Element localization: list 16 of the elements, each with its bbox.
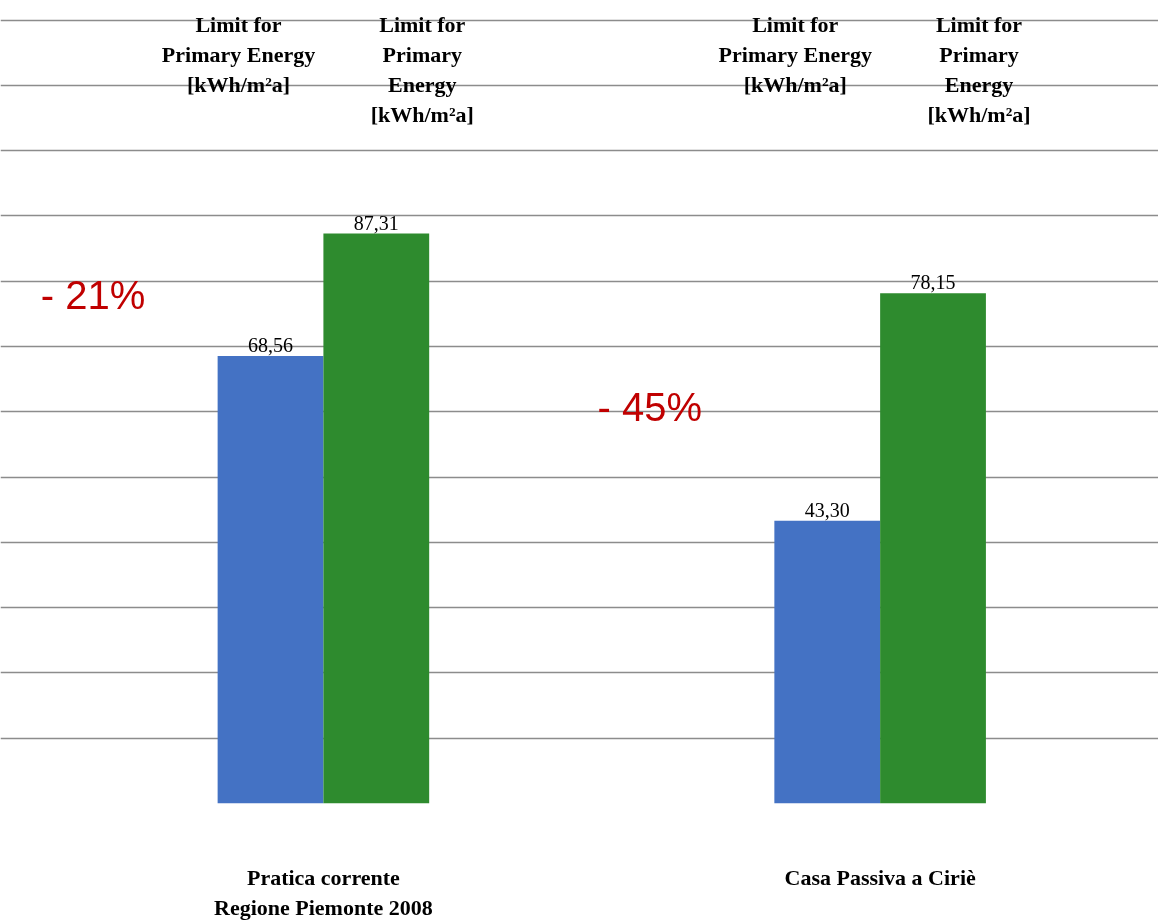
bar: [774, 520, 881, 804]
data-label: 43,30: [804, 498, 850, 521]
bar: [880, 293, 986, 804]
bar: [323, 233, 430, 804]
x-tick-label: Pratica corrente Regione Piemonte 2008: [214, 864, 433, 920]
text: Limit for Primary Energy [kWh/m²a]: [370, 11, 474, 127]
x-tick-label: Casa Passiva a Ciriè: [784, 864, 976, 890]
annotation: - 45%: [597, 385, 702, 430]
annotation: - 21%: [40, 272, 146, 317]
data-label: 87,31: [353, 211, 399, 234]
text: Limit for Primary Energy [kWh/m²a]: [718, 11, 872, 97]
data-label: 78,15: [910, 271, 956, 294]
text: Limit for Primary Energy [kWh/m²a]: [927, 11, 1031, 127]
text: Limit for Primary Energy [kWh/m²a]: [161, 11, 316, 97]
data-label: 68,56: [248, 333, 294, 356]
bar: [217, 355, 324, 804]
